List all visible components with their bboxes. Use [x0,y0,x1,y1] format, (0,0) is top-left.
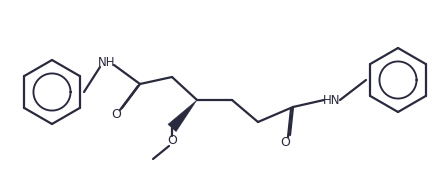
Text: O: O [111,107,121,120]
Text: NH: NH [98,56,116,68]
Text: HN: HN [323,93,341,107]
Text: O: O [280,137,290,149]
Text: O: O [167,134,177,147]
Polygon shape [168,100,197,132]
